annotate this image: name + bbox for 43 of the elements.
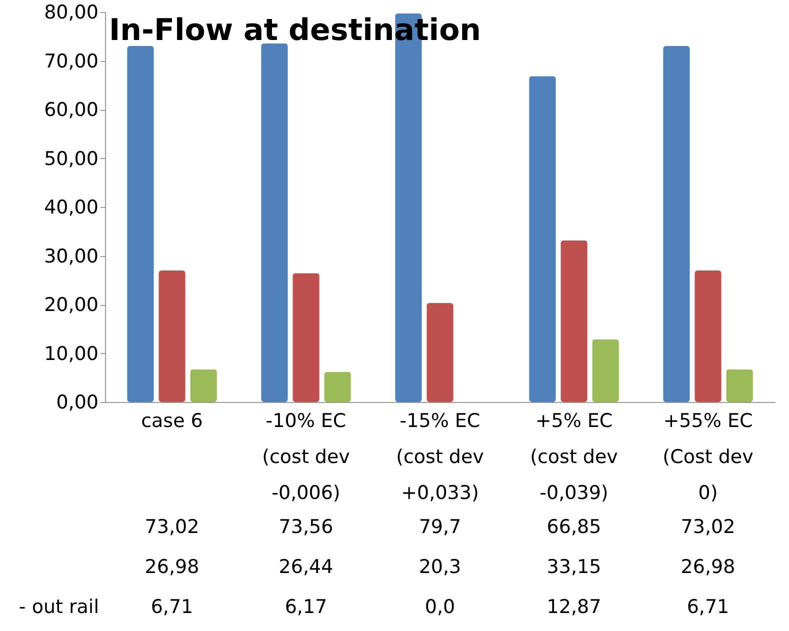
- y-tick-label: 50,00: [44, 148, 98, 170]
- bar: [261, 43, 288, 402]
- data-label: 6,71: [686, 596, 730, 618]
- data-label: 6,71: [150, 596, 194, 618]
- bar: [324, 372, 351, 402]
- bar: [663, 46, 690, 402]
- data-label: 26,98: [144, 556, 200, 578]
- x-tick-label: -10% EC (cost dev -0,006): [262, 410, 350, 504]
- x-tick-label: -15% EC (cost dev +0,033): [396, 410, 484, 504]
- data-label: 33,15: [546, 556, 602, 578]
- bar: [726, 369, 753, 402]
- bar: [560, 240, 588, 402]
- bar: [292, 273, 320, 402]
- data-label: 20,3: [418, 556, 462, 578]
- bar: [529, 76, 556, 402]
- data-label: 26,44: [278, 556, 334, 578]
- x-tick-label: +5% EC (cost dev -0,039): [530, 410, 618, 504]
- text: - out rail: [18, 596, 99, 618]
- bar: [694, 270, 722, 402]
- y-tick-label: 80,00: [44, 2, 98, 24]
- y-tick-label: 40,00: [44, 196, 98, 218]
- y-tick-label: 10,00: [44, 342, 98, 365]
- data-label: 0,0: [424, 596, 456, 618]
- x-tick-label: +55% EC (Cost dev 0): [662, 410, 754, 504]
- data-label: 73,02: [144, 516, 200, 538]
- data-label: 12,87: [546, 596, 602, 618]
- y-tick-label: 0,00: [56, 392, 98, 414]
- bar: [426, 303, 454, 402]
- bar: [158, 270, 186, 402]
- data-label: 79,7: [418, 516, 462, 538]
- data-label: 66,85: [546, 516, 602, 538]
- data-label: 6,17: [284, 596, 328, 618]
- data-label: 73,56: [278, 516, 334, 538]
- bar: [592, 339, 619, 402]
- x-tick-label: case 6: [141, 410, 203, 432]
- data-label: 26,98: [680, 556, 736, 578]
- bar: [127, 46, 154, 402]
- data-label: 73,02: [680, 516, 736, 538]
- y-tick-label: 20,00: [44, 294, 98, 316]
- bar: [190, 369, 217, 402]
- y-tick-label: 70,00: [44, 50, 98, 72]
- y-tick-label: 60,00: [44, 99, 98, 121]
- y-tick-label: 30,00: [44, 245, 98, 268]
